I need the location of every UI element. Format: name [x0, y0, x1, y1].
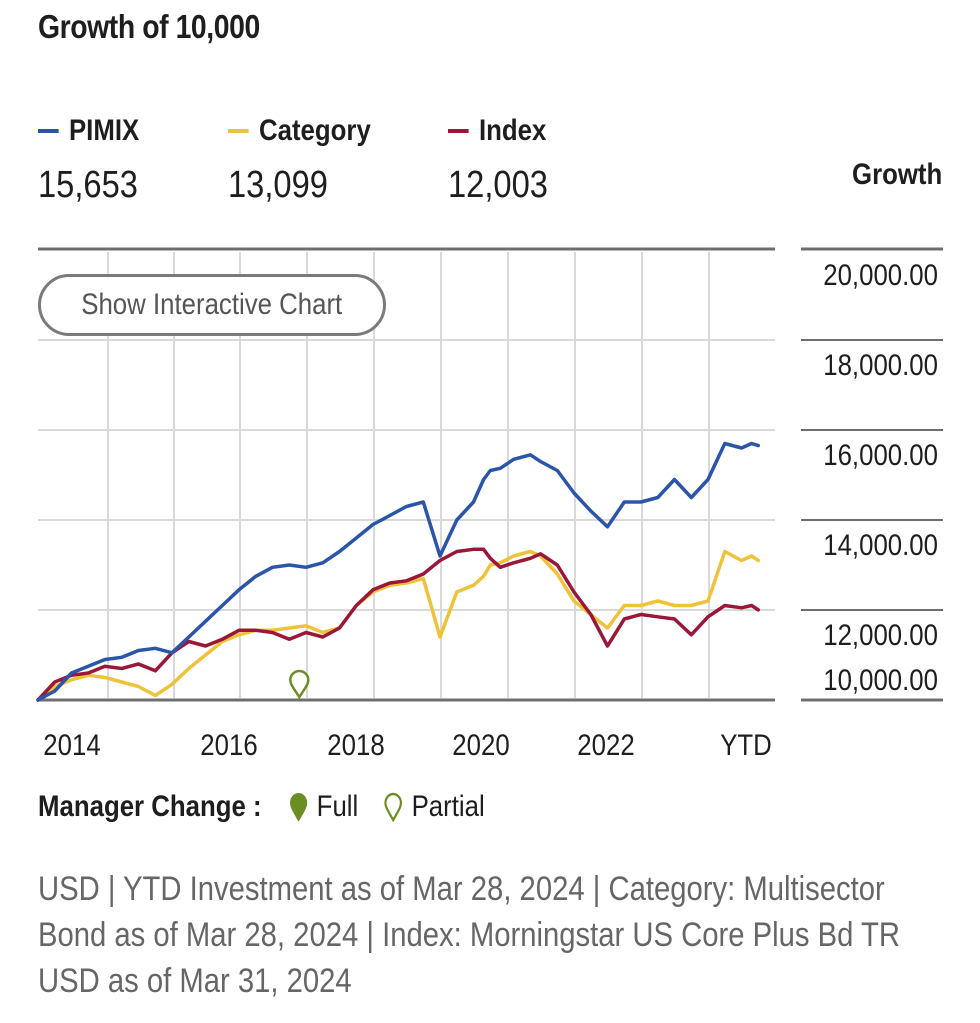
- manager-change-marker: [289, 669, 310, 700]
- partial-pin-icon: [384, 792, 403, 822]
- show-interactive-chart-button[interactable]: Show Interactive Chart: [38, 274, 386, 336]
- x-tick-label: 2014: [43, 728, 100, 761]
- footnote: USD | YTD Investment as of Mar 28, 2024 …: [38, 870, 900, 1000]
- manager-change-label: Manager Change :: [38, 790, 262, 823]
- growth-chart: 20,000.00 18,000.00 16,000.00 14,000.00 12,0…: [36, 247, 943, 761]
- manager-change-legend: Manager Change : Full Partial: [38, 790, 511, 824]
- legend-label-pimix: PIMIX: [68, 114, 140, 147]
- y-tick-label: 18,000.00: [823, 348, 938, 381]
- y-tick-label: 14,000.00: [823, 528, 938, 561]
- legend-value-pimix: 15,653: [38, 164, 138, 206]
- legend-value-category: 13,099: [228, 164, 328, 206]
- x-tick-label: 2016: [200, 728, 257, 761]
- full-pin-icon: [289, 792, 308, 822]
- show-interactive-chart-label: Show Interactive Chart: [81, 288, 343, 321]
- legend-label-category: Category: [258, 114, 371, 147]
- x-tick-label: YTD: [720, 728, 772, 761]
- chart-title: Growth of 10,000: [38, 8, 260, 45]
- y-tick-label: 10,000.00: [823, 663, 938, 696]
- series-line-category: [36, 549, 761, 702]
- manager-change-partial-label: Partial: [411, 790, 485, 823]
- legend-item-pimix: PIMIX 15,653: [38, 114, 156, 207]
- y-tick-label: 16,000.00: [823, 438, 938, 471]
- x-tick-label: 2022: [577, 728, 634, 761]
- legend-swatch-pimix: [38, 129, 59, 133]
- series-line-index: [36, 547, 761, 702]
- legend-swatch-category: [228, 129, 249, 133]
- legend-swatch-index: [448, 129, 469, 133]
- y-tick-label: 12,000.00: [823, 618, 938, 651]
- x-tick-label: 2018: [327, 728, 384, 761]
- legend-item-category: Category 13,099: [228, 114, 394, 207]
- y-tick-label: 20,000.00: [823, 258, 938, 291]
- x-tick-label: 2020: [452, 728, 509, 761]
- y-axis-label: Growth: [852, 158, 943, 191]
- series-line-pimix: [36, 441, 761, 702]
- manager-change-full-label: Full: [316, 790, 359, 823]
- legend-label-index: Index: [478, 114, 547, 147]
- legend-value-index: 12,003: [448, 164, 548, 206]
- legend-item-index: Index 12,003: [448, 114, 564, 207]
